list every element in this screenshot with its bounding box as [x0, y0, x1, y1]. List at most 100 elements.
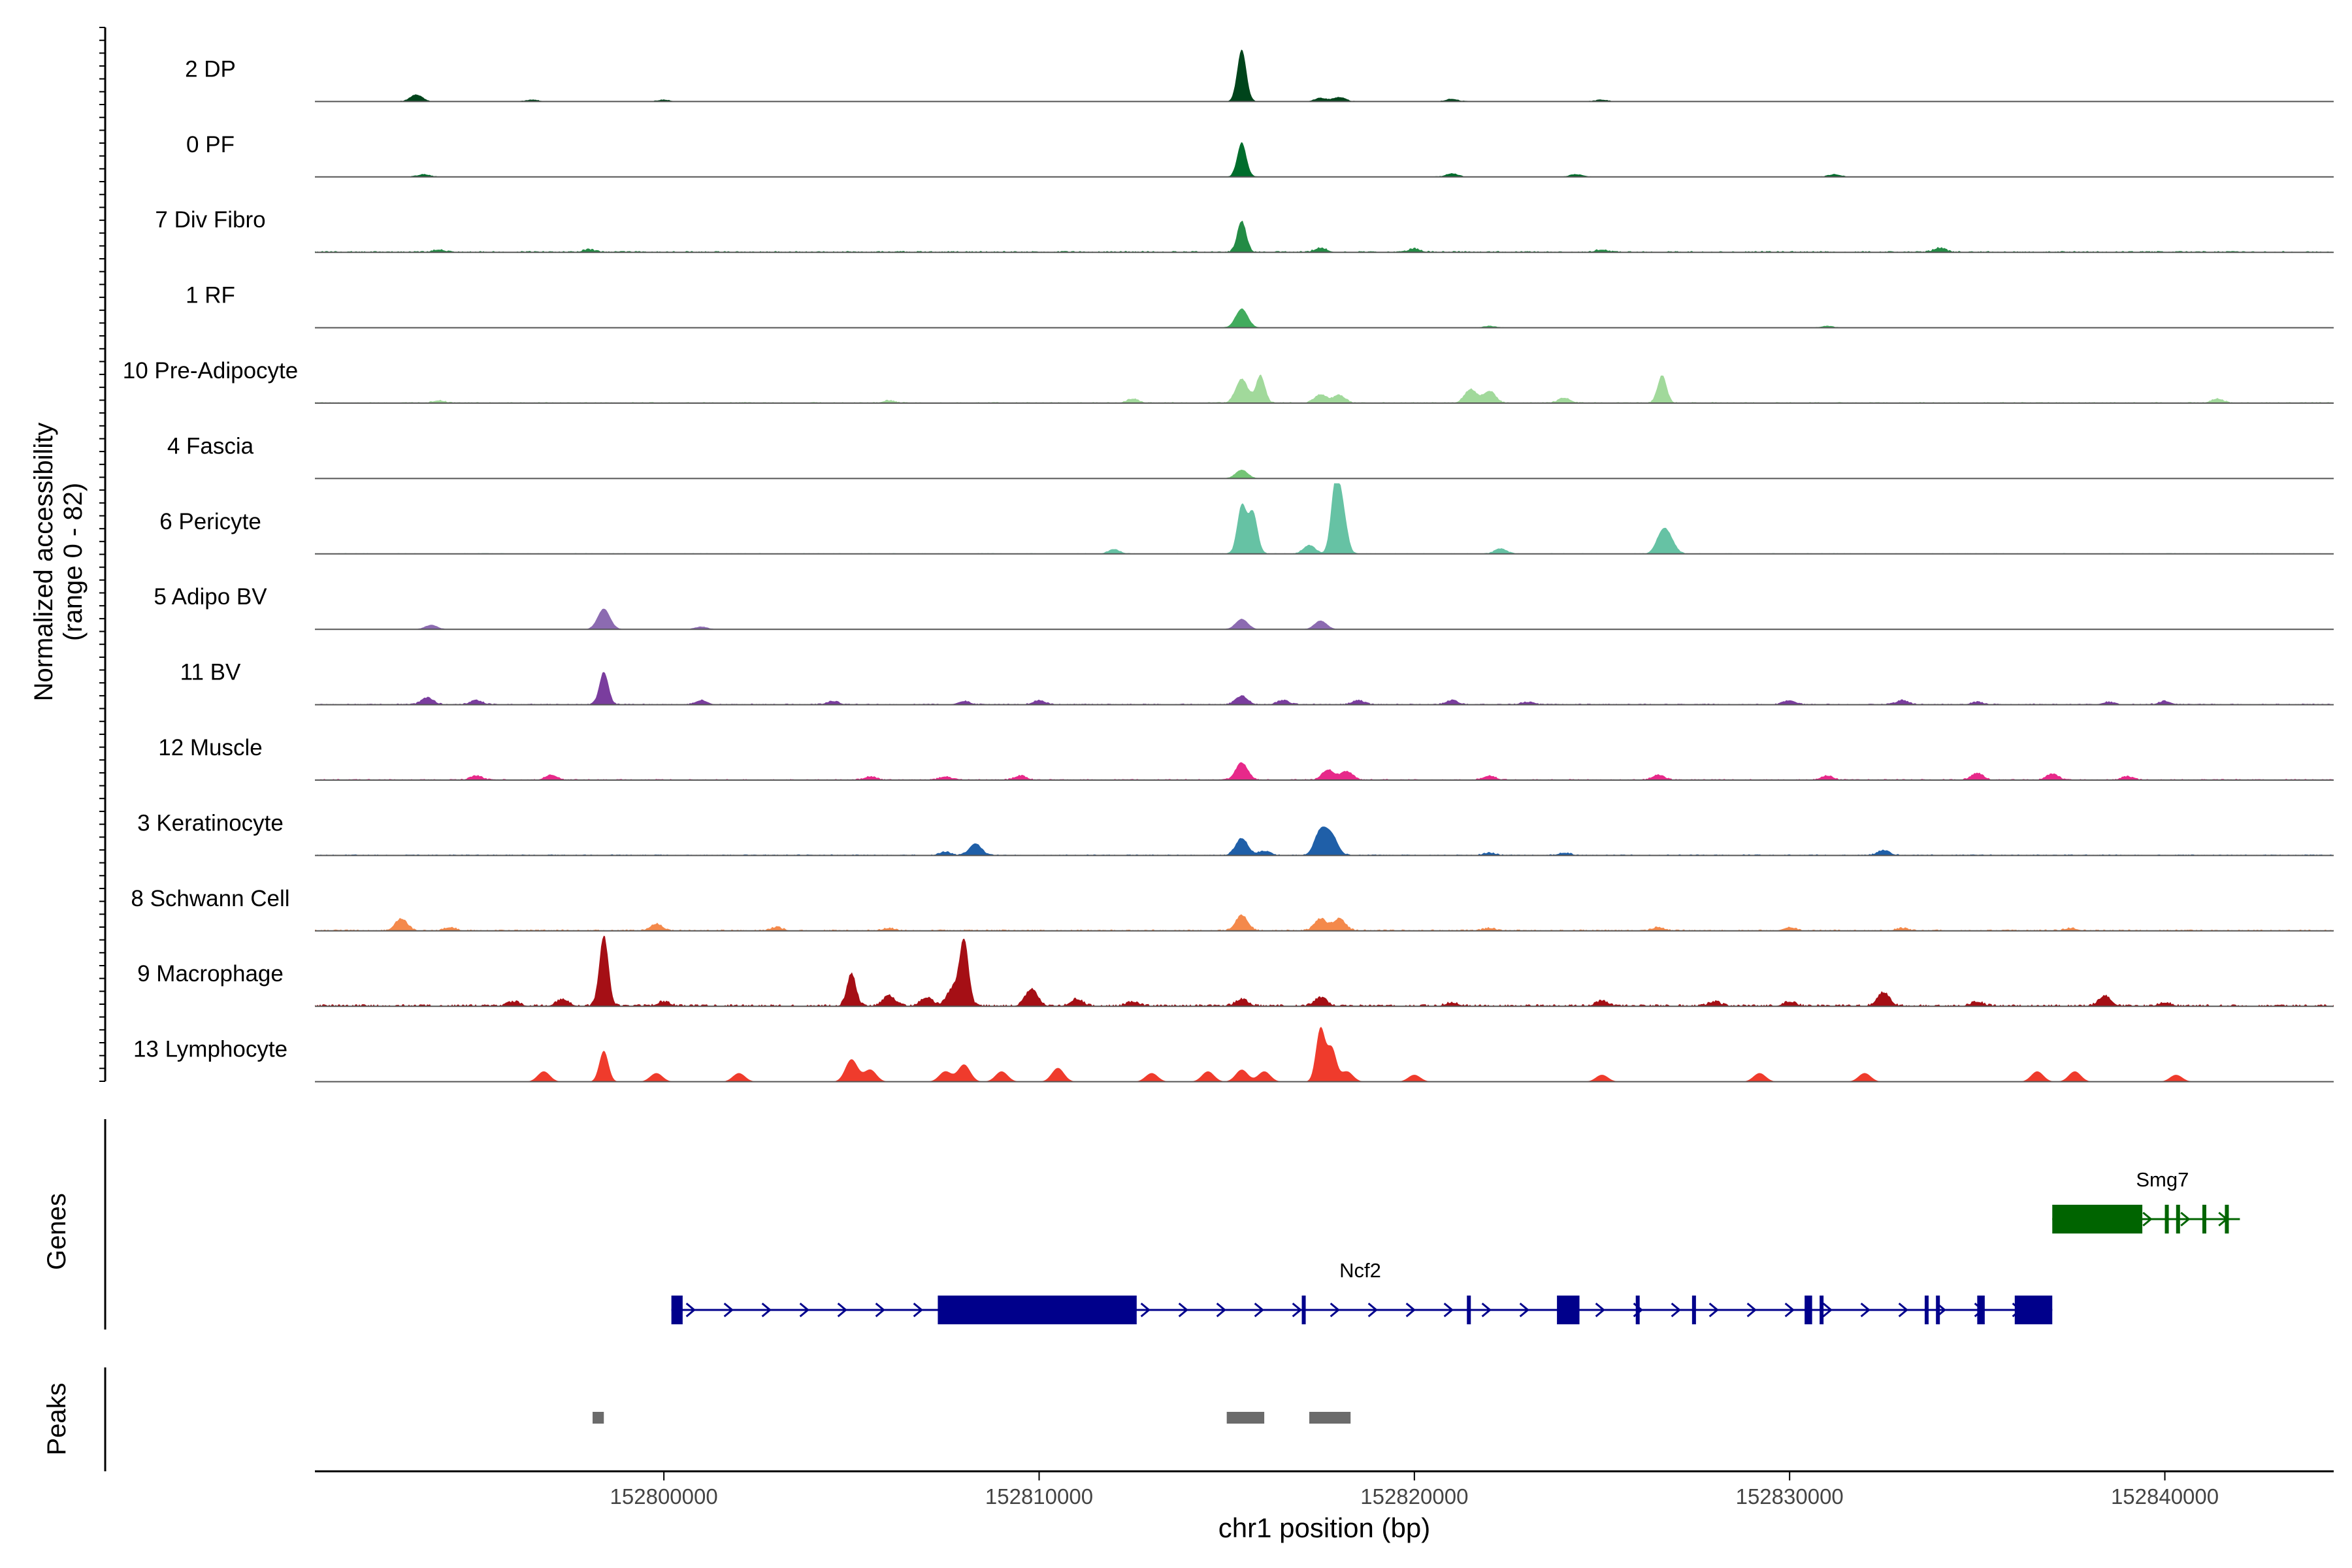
- y-axis: [99, 27, 106, 1082]
- track-label: 5 Adipo BV: [154, 584, 267, 610]
- track-label: 8 Schwann Cell: [131, 886, 289, 911]
- strand-arrow: [1216, 1302, 1226, 1318]
- strand-arrow: [1822, 1302, 1833, 1318]
- gene-exon: [1635, 1296, 1640, 1324]
- strand-arrow: [1898, 1302, 1908, 1318]
- track-10-pre-adipocyte: 10 Pre-Adipocyte: [123, 358, 2334, 404]
- track-signal-area: [315, 672, 2334, 705]
- track-12-muscle: 12 Muscle: [158, 735, 2334, 781]
- track-label: 10 Pre-Adipocyte: [123, 358, 298, 384]
- track-0-pf: 0 PF: [186, 132, 2334, 178]
- peaks-panel-label: Peaks: [42, 1382, 71, 1455]
- gene-exon: [1301, 1296, 1306, 1324]
- strand-arrow: [1254, 1302, 1264, 1318]
- track-label: 11 BV: [180, 660, 241, 685]
- track-signal-area: [315, 826, 2334, 856]
- gene-exon: [1557, 1296, 1580, 1324]
- track-8-schwann-cell: 8 Schwann Cell: [131, 886, 2334, 932]
- track-label: 12 Muscle: [158, 735, 263, 760]
- strand-arrow: [1140, 1302, 1151, 1318]
- gene-exon: [1467, 1296, 1471, 1324]
- strand-arrow: [1784, 1302, 1795, 1318]
- track-11-bv: 11 BV: [180, 660, 2334, 706]
- strand-arrow: [1292, 1302, 1302, 1318]
- x-tick-label: 152830000: [1736, 1484, 1844, 1509]
- peak-region: [1226, 1412, 1265, 1424]
- gene-exon: [1820, 1296, 1824, 1324]
- track-label: 3 Keratinocyte: [137, 810, 284, 836]
- x-tick-label: 152800000: [610, 1484, 718, 1509]
- accessibility-tracks: 2 DP 0 PF 7 Div Fibro 1 RF 10 Pre-Adipocyte 4…: [123, 49, 2334, 1083]
- gene-ncf2: Ncf2: [671, 1259, 2053, 1324]
- track-signal-area: [315, 469, 2334, 479]
- track-7-div-fibro: 7 Div Fibro: [155, 207, 2334, 253]
- track-signal-area: [315, 608, 2334, 630]
- strand-arrow: [1178, 1302, 1188, 1318]
- track-label: 0 PF: [186, 132, 235, 157]
- gene-exon: [671, 1296, 683, 1324]
- track-signal-area: [315, 483, 2334, 554]
- gene-smg7: Smg7: [2052, 1168, 2240, 1233]
- track-label: 6 Pericyte: [159, 509, 261, 534]
- strand-arrow: [799, 1302, 809, 1318]
- y-axis-title: Normalized accessibility: [29, 423, 58, 702]
- track-signal-area: [315, 220, 2334, 253]
- strand-arrow: [875, 1302, 885, 1318]
- track-signal-area: [315, 1026, 2334, 1082]
- strand-arrow: [1595, 1302, 1605, 1318]
- strand-arrow: [1405, 1302, 1416, 1318]
- gene-exon: [2014, 1296, 2053, 1324]
- track-4-fascia: 4 Fascia: [167, 433, 2334, 480]
- x-tick-label: 152810000: [985, 1484, 1093, 1509]
- genes-panel: Smg7 Ncf2: [104, 1119, 2240, 1330]
- track-signal-area: [315, 308, 2334, 328]
- track-signal-area: [315, 762, 2334, 780]
- track-5-adipo-bv: 5 Adipo BV: [154, 584, 2334, 630]
- strand-arrow: [1519, 1302, 1529, 1318]
- strand-arrow: [761, 1302, 772, 1318]
- strand-arrow: [1671, 1302, 1681, 1318]
- track-signal-area: [315, 142, 2334, 177]
- gene-exon: [1936, 1296, 1940, 1324]
- track-1-rf: 1 RF: [186, 283, 2334, 329]
- track-6-pericyte: 6 Pericyte: [159, 483, 2334, 555]
- gene-exon: [1924, 1296, 1929, 1324]
- strand-arrow: [2142, 1211, 2153, 1227]
- strand-arrow: [837, 1302, 847, 1318]
- track-label: 7 Div Fibro: [155, 207, 265, 233]
- peaks-panel: [104, 1367, 1351, 1471]
- strand-arrow: [1481, 1302, 1492, 1318]
- peak-region: [1309, 1412, 1351, 1424]
- x-axis: 152800000 152810000 152820000 152830000 1528…: [315, 1470, 2334, 1509]
- x-axis-title: chr1 position (bp): [1218, 1512, 1431, 1543]
- strand-arrow: [1708, 1302, 1719, 1318]
- track-label: 13 Lymphocyte: [133, 1037, 287, 1062]
- strand-arrow: [1443, 1302, 1454, 1318]
- gene-label: Smg7: [2136, 1168, 2189, 1191]
- strand-arrow: [685, 1302, 696, 1318]
- track-label: 1 RF: [186, 283, 235, 308]
- track-13-lymphocyte: 13 Lymphocyte: [133, 1026, 2334, 1083]
- strand-arrow: [913, 1302, 923, 1318]
- gene-exon: [2176, 1205, 2180, 1233]
- genes-panel-label: Genes: [42, 1193, 71, 1270]
- strand-arrow: [723, 1302, 734, 1318]
- track-label: 4 Fascia: [167, 433, 254, 459]
- gene-label: Ncf2: [1339, 1259, 1381, 1282]
- track-9-macrophage: 9 Macrophage: [137, 936, 2334, 1007]
- strand-arrow: [1746, 1302, 1757, 1318]
- track-signal-area: [315, 936, 2334, 1007]
- x-tick-label: 152840000: [2111, 1484, 2219, 1509]
- track-signal-area: [315, 49, 2334, 102]
- gene-exon: [2052, 1205, 2143, 1233]
- y-axis-range-label: (range 0 - 82): [59, 483, 88, 641]
- gene-exon: [2164, 1205, 2169, 1233]
- gene-exon: [2202, 1205, 2206, 1233]
- gene-exon: [1977, 1296, 1985, 1324]
- track-label: 2 DP: [185, 56, 236, 82]
- gene-exon: [1691, 1296, 1696, 1324]
- track-2-dp: 2 DP: [185, 49, 2334, 103]
- strand-arrow: [1860, 1302, 1870, 1318]
- strand-arrow: [1330, 1302, 1340, 1318]
